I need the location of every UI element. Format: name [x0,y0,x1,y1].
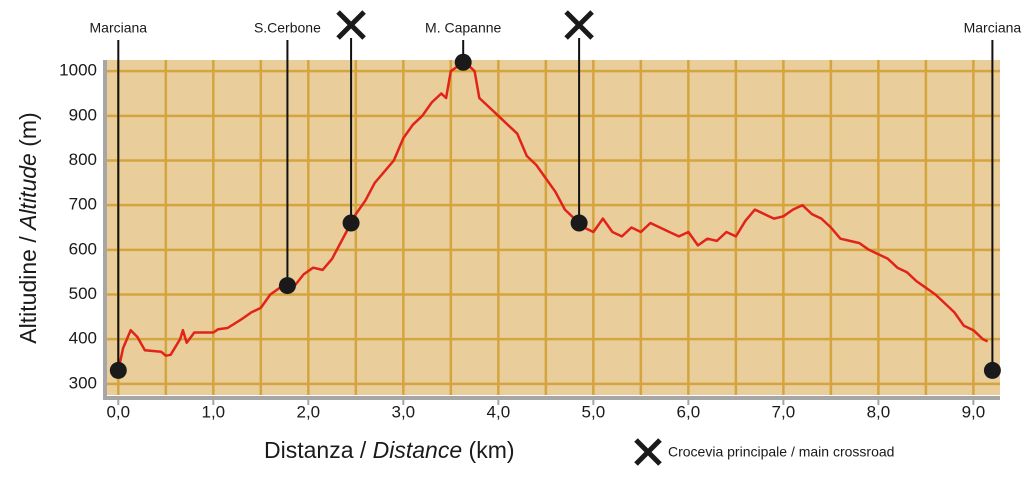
y-tick-label: 500 [69,284,97,303]
x-title-part: Distance [373,437,462,463]
x-axis-title: Distanza / Distance (km) [264,437,515,463]
waypoint-dot [454,53,472,71]
y-tick-label: 400 [69,329,97,348]
x-title-part: (km) [462,437,514,463]
x-tick-label: 1,0 [201,402,225,421]
y-tick-label: 800 [69,150,97,169]
x-tick-label: 2,0 [297,402,321,421]
waypoint-label: Marciana [90,20,148,36]
waypoint-dot [983,361,1001,379]
waypoint-label: Marciana [964,20,1022,36]
waypoint-label: M. Capanne [425,20,501,36]
y-tick-label: 1000 [59,61,97,80]
legend-icon [634,438,662,466]
x-tick-label: 3,0 [392,402,416,421]
x-title-part: Distanza / [264,437,373,463]
x-tick-label: 5,0 [582,402,606,421]
x-tick-label: 9,0 [962,402,986,421]
y-tick-label: 700 [69,195,97,214]
x-tick-label: 8,0 [867,402,891,421]
legend: Crocevia principale / main crossroad [634,438,894,466]
legend-label: Crocevia principale / main crossroad [668,444,894,460]
waypoint-dot [342,214,360,232]
plot-background [105,60,1000,395]
waypoint-dot [570,214,588,232]
x-tick-label: 7,0 [772,402,796,421]
x-tick-label: 0,0 [106,402,130,421]
y-title-part: (m) [15,112,41,153]
y-title-part: Altitudine / [15,230,41,344]
plot: 300 400 500 600 700 800 900 1000 0,0 1,0 2,0 3,0 4,0… [59,10,1022,421]
crossroad-icon [564,10,594,40]
y-tick-label: 300 [69,373,97,392]
y-title-part: Altitude [15,153,41,232]
y-axis-title: Altitudine / Altitude (m) [15,112,41,343]
y-tick-label: 600 [69,239,97,258]
x-tick-label: 4,0 [487,402,511,421]
crossroad-icon [336,10,366,40]
waypoint-dot [109,361,127,379]
waypoint-label: S.Cerbone [254,20,321,36]
profile-line [117,63,989,371]
x-tick-label: 6,0 [677,402,701,421]
waypoint-dot [278,277,296,295]
y-tick-label: 900 [69,105,97,124]
